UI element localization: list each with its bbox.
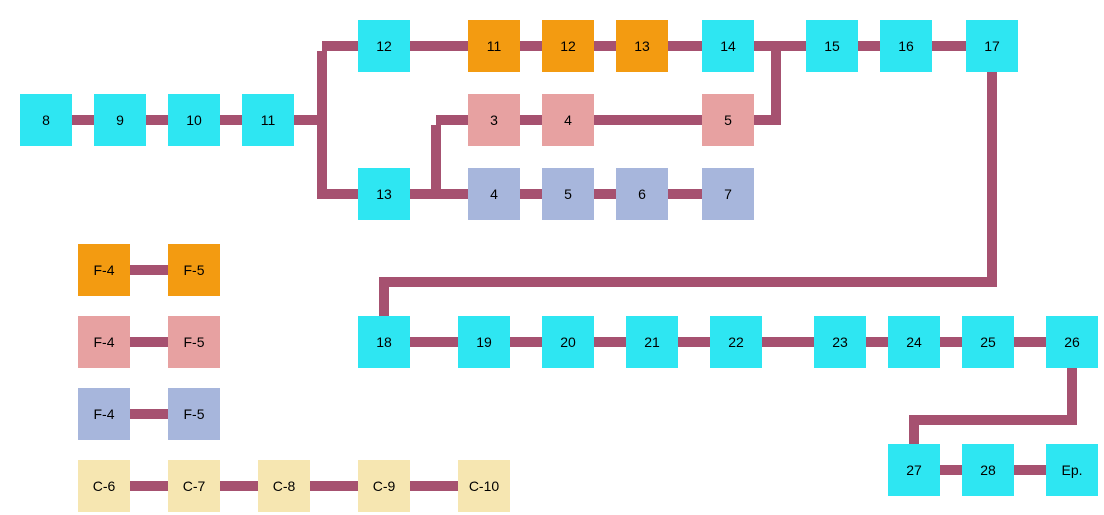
node-n21: 21 bbox=[626, 316, 678, 368]
node-label: F-5 bbox=[184, 334, 205, 350]
node-b6: 6 bbox=[616, 168, 668, 220]
edge-segment bbox=[317, 51, 327, 115]
node-n8: 8 bbox=[20, 94, 72, 146]
edge-segment bbox=[384, 277, 997, 287]
node-oo12: 12 bbox=[542, 20, 594, 72]
node-n25: 25 bbox=[962, 316, 1014, 368]
node-label: 24 bbox=[906, 334, 922, 350]
node-n17: 17 bbox=[966, 20, 1018, 72]
node-n11: 11 bbox=[242, 94, 294, 146]
edge-segment bbox=[317, 115, 327, 199]
node-n16: 16 bbox=[880, 20, 932, 72]
node-label: 27 bbox=[906, 462, 922, 478]
node-oo13: 13 bbox=[616, 20, 668, 72]
node-c8: C-8 bbox=[258, 460, 310, 512]
flowchart-canvas: 8 9 10 11 12 13 11 12 13 14 15 16 17 3 4 5 4 5 6 7 F-4 F-5 F-4… bbox=[0, 0, 1104, 515]
node-c6: C-6 bbox=[78, 460, 130, 512]
node-nep: Ep. bbox=[1046, 444, 1098, 496]
node-label: 13 bbox=[634, 38, 650, 54]
node-label: 26 bbox=[1064, 334, 1080, 350]
node-label: 10 bbox=[186, 112, 202, 128]
node-label: C-10 bbox=[469, 478, 499, 494]
node-b5: 5 bbox=[542, 168, 594, 220]
node-label: F-5 bbox=[184, 406, 205, 422]
node-n15: 15 bbox=[806, 20, 858, 72]
node-b7: 7 bbox=[702, 168, 754, 220]
node-p5: 5 bbox=[702, 94, 754, 146]
edge-segment bbox=[771, 41, 781, 125]
node-label: 19 bbox=[476, 334, 492, 350]
edge-segment bbox=[987, 46, 997, 282]
node-label: 11 bbox=[261, 112, 276, 128]
node-label: F-4 bbox=[94, 262, 115, 278]
edge-segment bbox=[914, 415, 1077, 425]
node-oo11: 11 bbox=[468, 20, 520, 72]
edge-segment bbox=[431, 125, 441, 189]
node-label: C-9 bbox=[373, 478, 396, 494]
node-n27: 27 bbox=[888, 444, 940, 496]
node-c7: C-7 bbox=[168, 460, 220, 512]
node-n13b: 13 bbox=[358, 168, 410, 220]
node-label: 20 bbox=[560, 334, 576, 350]
node-c9: C-9 bbox=[358, 460, 410, 512]
node-label: 17 bbox=[984, 38, 1000, 54]
node-label: 6 bbox=[638, 186, 646, 202]
node-label: 8 bbox=[42, 112, 50, 128]
node-p4: 4 bbox=[542, 94, 594, 146]
node-label: 13 bbox=[376, 186, 392, 202]
node-lp4: F-4 bbox=[78, 316, 130, 368]
node-label: 4 bbox=[564, 112, 572, 128]
node-label: 23 bbox=[832, 334, 848, 350]
node-n18: 18 bbox=[358, 316, 410, 368]
node-n26: 26 bbox=[1046, 316, 1098, 368]
node-n9: 9 bbox=[94, 94, 146, 146]
node-label: F-4 bbox=[94, 334, 115, 350]
node-b4: 4 bbox=[468, 168, 520, 220]
node-n22: 22 bbox=[710, 316, 762, 368]
node-label: C-8 bbox=[273, 478, 296, 494]
node-label: 25 bbox=[980, 334, 996, 350]
node-label: Ep. bbox=[1061, 462, 1082, 478]
node-p3: 3 bbox=[468, 94, 520, 146]
node-c10: C-10 bbox=[458, 460, 510, 512]
node-label: 5 bbox=[724, 112, 732, 128]
node-n20: 20 bbox=[542, 316, 594, 368]
node-n14: 14 bbox=[702, 20, 754, 72]
node-label: 12 bbox=[560, 38, 576, 54]
node-label: 5 bbox=[564, 186, 572, 202]
node-label: C-6 bbox=[93, 478, 116, 494]
node-label: F-5 bbox=[184, 262, 205, 278]
node-label: 4 bbox=[490, 186, 498, 202]
node-n10: 10 bbox=[168, 94, 220, 146]
node-lp5: F-5 bbox=[168, 316, 220, 368]
node-n23: 23 bbox=[814, 316, 866, 368]
node-label: 15 bbox=[824, 38, 840, 54]
node-lo4: F-4 bbox=[78, 244, 130, 296]
node-n24: 24 bbox=[888, 316, 940, 368]
node-label: 16 bbox=[898, 38, 914, 54]
node-label: F-4 bbox=[94, 406, 115, 422]
node-n28: 28 bbox=[962, 444, 1014, 496]
node-label: 3 bbox=[490, 112, 498, 128]
node-label: 14 bbox=[720, 38, 736, 54]
node-label: 22 bbox=[728, 334, 744, 350]
node-n19: 19 bbox=[458, 316, 510, 368]
node-label: 9 bbox=[116, 112, 124, 128]
node-lb4: F-4 bbox=[78, 388, 130, 440]
node-label: 18 bbox=[376, 334, 392, 350]
node-label: 12 bbox=[376, 38, 392, 54]
node-label: 7 bbox=[724, 186, 732, 202]
node-lb5: F-5 bbox=[168, 388, 220, 440]
node-label: C-7 bbox=[183, 478, 206, 494]
node-label: 28 bbox=[980, 462, 996, 478]
node-n12: 12 bbox=[358, 20, 410, 72]
node-label: 11 bbox=[487, 38, 502, 54]
node-label: 21 bbox=[644, 334, 660, 350]
node-lo5: F-5 bbox=[168, 244, 220, 296]
